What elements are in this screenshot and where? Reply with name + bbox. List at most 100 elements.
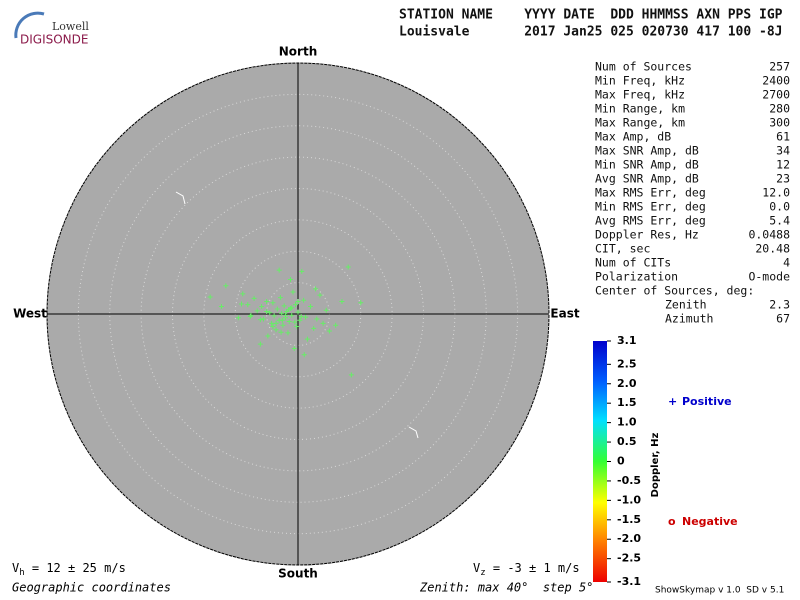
source-point	[295, 298, 301, 304]
source-point	[254, 308, 260, 314]
source-point	[274, 306, 280, 312]
source-point	[358, 300, 364, 306]
source-point	[286, 319, 292, 325]
direction-label: North	[279, 45, 317, 59]
source-point	[348, 372, 354, 378]
stat-label: Avg SNR Amp, dB	[595, 172, 699, 186]
legend-label: Negative	[682, 515, 738, 528]
colorbar-tick-label: 2.0	[617, 377, 637, 390]
colorbar	[593, 341, 607, 582]
direction-label: South	[278, 567, 318, 581]
stat-value: 4	[783, 256, 790, 270]
text: = 12 ± 25 m/s	[25, 561, 126, 575]
colorbar-tick-label: 0	[617, 455, 625, 468]
source-point	[295, 309, 301, 315]
stat-label: Min Freq, kHz	[595, 74, 685, 88]
source-point	[303, 314, 309, 320]
source-point	[279, 317, 285, 323]
stat-label: Max Amp, dB	[595, 130, 671, 144]
source-point	[289, 312, 295, 318]
source-point	[277, 295, 283, 301]
stat-label: Azimuth	[665, 312, 713, 326]
colorbar-tick-label: -1.0	[617, 493, 641, 506]
direction-label: West	[13, 307, 47, 321]
zenith-label: Zenith: max 40° step 5°	[419, 581, 593, 595]
marker	[175, 191, 186, 205]
source-point	[311, 325, 317, 331]
legend-label: Positive	[682, 395, 732, 408]
stat-label: Max Freq, kHz	[595, 88, 685, 102]
source-point	[207, 294, 213, 300]
source-point	[308, 303, 314, 309]
symbol: V	[473, 561, 480, 575]
source-point	[292, 302, 298, 308]
source-point	[299, 268, 305, 274]
stat-value: O-mode	[748, 270, 790, 284]
subscript: z	[480, 568, 485, 578]
source-point	[251, 295, 257, 301]
source-point	[269, 320, 275, 326]
source-point	[314, 316, 320, 322]
source-point	[248, 312, 254, 318]
source-point	[267, 310, 273, 316]
stat-value: 12.0	[762, 186, 790, 200]
colorbar-tick-label: -0.5	[617, 474, 641, 487]
text: = -3 ± 1 m/s	[486, 561, 580, 575]
stat-label: Min Range, km	[595, 102, 685, 116]
source-point	[304, 336, 310, 342]
coords-label: Geographic coordinates	[12, 581, 171, 595]
stat-label: Avg RMS Err, deg	[595, 214, 706, 228]
source-point	[292, 319, 298, 325]
logo: Lowell DIGISONDE	[14, 11, 89, 47]
source-point	[291, 346, 297, 352]
skymap	[46, 62, 550, 566]
stat-heading: Center of Sources, deg:	[595, 284, 754, 298]
stat-value: 257	[769, 60, 790, 74]
source-point	[260, 316, 266, 322]
source-point	[235, 315, 241, 321]
source-point	[265, 333, 271, 339]
source-point	[270, 324, 276, 330]
stat-value: 2.3	[769, 298, 790, 312]
source-point	[240, 291, 246, 297]
source-point	[281, 303, 287, 309]
stat-value: 0.0488	[748, 228, 790, 242]
stat-value: 23	[776, 172, 790, 186]
version-label: ShowSkymap v 1.0 SD v 5.1	[655, 586, 784, 596]
source-point	[301, 297, 307, 303]
source-point	[298, 314, 304, 320]
source-point	[289, 305, 295, 311]
stat-label: Max Range, km	[595, 116, 685, 130]
stat-label: Num of Sources	[595, 60, 692, 74]
stat-value: 20.48	[755, 242, 790, 256]
source-point	[313, 286, 319, 292]
colorbar-tick-label: 3.1	[617, 334, 637, 347]
colorbar-tick-label: -1.5	[617, 513, 641, 526]
stat-value: 34	[776, 144, 790, 158]
colorbar-tick-label: -3.1	[617, 575, 641, 588]
stat-label: Min RMS Err, deg	[595, 200, 706, 214]
direction-label: East	[550, 307, 579, 321]
stat-value: 5.4	[769, 214, 790, 228]
stat-value: 300	[769, 116, 790, 130]
colorbar-tick-label: 2.5	[617, 357, 637, 370]
header-line: STATION NAME YYYY DATE DDD HHMMSS AXN PP…	[399, 8, 783, 23]
stat-label: Min SNR Amp, dB	[595, 158, 699, 172]
source-point	[279, 310, 285, 316]
colorbar-tick-label: 0.5	[617, 435, 637, 448]
source-point	[259, 303, 265, 309]
source-point	[273, 320, 279, 326]
marker	[408, 426, 419, 439]
stats-table: Num of Sources 257 Min Freq, kHz 2400 Max Fr…	[595, 60, 790, 326]
legend-symbol: o	[668, 515, 676, 528]
source-point	[282, 312, 288, 318]
source-point	[278, 329, 284, 335]
source-point	[286, 307, 292, 313]
source-point	[270, 300, 276, 306]
stat-value: 0.0	[769, 200, 790, 214]
stat-value: 67	[776, 312, 790, 326]
source-point	[345, 264, 351, 270]
source-point	[273, 327, 279, 333]
source-point	[301, 352, 307, 358]
source-point	[323, 307, 329, 313]
